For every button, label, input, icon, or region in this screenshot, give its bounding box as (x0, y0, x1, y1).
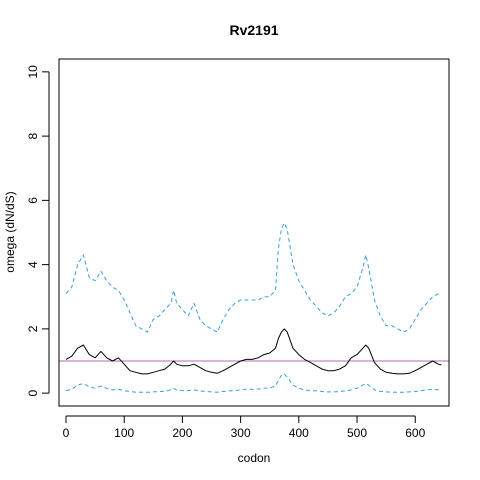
axes: 0 100 200 300 400 500 600 0 2 4 6 8 10 (26, 65, 426, 440)
x-tick-label: 400 (289, 426, 309, 440)
y-tick-label: 8 (26, 132, 40, 139)
y-tick-label: 2 (26, 325, 40, 332)
series-line-lower (65, 373, 442, 393)
x-tick-label: 500 (347, 426, 367, 440)
series-line-upper (65, 222, 442, 333)
x-tick-label: 0 (63, 426, 70, 440)
chart-title: Rv2191 (229, 22, 278, 38)
y-tick-label: 10 (26, 65, 40, 79)
y-tick-label: 0 (26, 389, 40, 396)
x-tick-label: 200 (172, 426, 192, 440)
x-tick-label: 100 (114, 426, 134, 440)
plot-area (59, 222, 449, 393)
x-axis-label: codon (238, 451, 271, 465)
y-tick-label: 4 (26, 261, 40, 268)
x-tick-label: 600 (405, 426, 425, 440)
x-tick-label: 300 (231, 426, 251, 440)
series-line-estimate (65, 328, 442, 375)
y-tick-label: 6 (26, 197, 40, 204)
plot-frame (58, 58, 450, 407)
y-axis-label: omega (dN/dS) (3, 191, 17, 272)
